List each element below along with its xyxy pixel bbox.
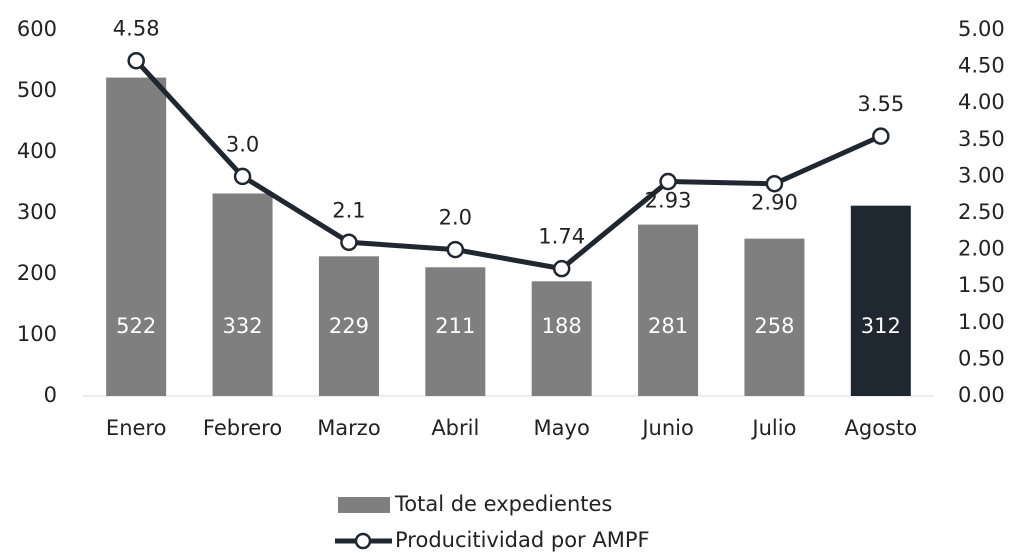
- x-tick-label: Julio: [750, 416, 796, 440]
- y-tick-label: 300: [17, 200, 57, 224]
- x-tick-label: Mayo: [534, 416, 590, 440]
- y-tick-label: 600: [17, 17, 57, 41]
- line-marker: [659, 172, 677, 191]
- bar-value-label: 258: [754, 314, 794, 338]
- bar: [106, 77, 167, 396]
- y-tick-label: 100: [17, 322, 57, 346]
- y2-tick-label: 3.50: [958, 127, 1005, 151]
- y2-tick-label: 1.50: [958, 273, 1005, 297]
- bar-value-label: 188: [542, 314, 582, 338]
- bar: [850, 205, 911, 396]
- legend-label: Total de expedientes: [394, 492, 612, 516]
- line-value-label: 3.0: [226, 132, 259, 156]
- y2-tick-label: 4.00: [958, 90, 1005, 114]
- line-value-label: 1.74: [538, 225, 585, 249]
- legend-swatch: [354, 532, 372, 550]
- y2-tick-label: 2.00: [958, 237, 1005, 261]
- y2-tick-label: 1.00: [958, 310, 1005, 334]
- x-tick-label: Junio: [640, 416, 694, 440]
- line-marker: [765, 174, 784, 193]
- line-value-label: 2.93: [645, 189, 692, 213]
- line-marker: [872, 127, 890, 145]
- bar-value-label: 312: [861, 314, 901, 338]
- line-marker: [340, 233, 358, 252]
- y2-tick-label: 5.00: [958, 17, 1005, 41]
- x-tick-label: Febrero: [203, 416, 282, 440]
- line-value-label: 2.90: [751, 191, 798, 215]
- x-tick-label: Enero: [106, 416, 167, 440]
- bar-value-label: 229: [329, 314, 369, 338]
- bar: [318, 256, 379, 396]
- x-tick-label: Marzo: [317, 416, 381, 440]
- y-tick-label: 0: [44, 383, 57, 407]
- bar-value-label: 522: [116, 314, 156, 338]
- y2-tick-label: 3.00: [958, 163, 1005, 187]
- y2-tick-label: 2.50: [958, 200, 1005, 224]
- x-tick-label: Agosto: [845, 416, 918, 440]
- line-marker: [446, 240, 465, 259]
- bar-value-label: 211: [435, 314, 475, 338]
- bar: [531, 281, 592, 396]
- y-tick-label: 400: [17, 139, 57, 163]
- legend-swatch: [338, 497, 390, 513]
- y2-tick-label: 0.50: [958, 346, 1005, 370]
- y2-tick-label: 4.50: [958, 54, 1005, 78]
- line-value-label: 4.58: [113, 17, 160, 41]
- bar: [744, 238, 805, 396]
- line-marker: [233, 167, 252, 186]
- bar-value-label: 281: [648, 314, 688, 338]
- y2-tick-label: 0.00: [958, 383, 1005, 407]
- bar: [638, 224, 699, 396]
- y-tick-label: 500: [17, 78, 57, 102]
- bar-value-label: 332: [223, 314, 263, 338]
- bar: [212, 193, 273, 396]
- line-value-label: 2.0: [439, 206, 472, 230]
- line-value-label: 3.55: [857, 92, 904, 116]
- bar: [425, 267, 486, 396]
- line-value-label: 2.1: [332, 198, 365, 222]
- x-tick-label: Abril: [431, 416, 479, 440]
- line-marker: [127, 51, 145, 70]
- line: [134, 59, 882, 272]
- legend-label: Producitividad por AMPF: [395, 528, 650, 552]
- line-marker: [552, 259, 571, 278]
- y-tick-label: 200: [17, 261, 57, 285]
